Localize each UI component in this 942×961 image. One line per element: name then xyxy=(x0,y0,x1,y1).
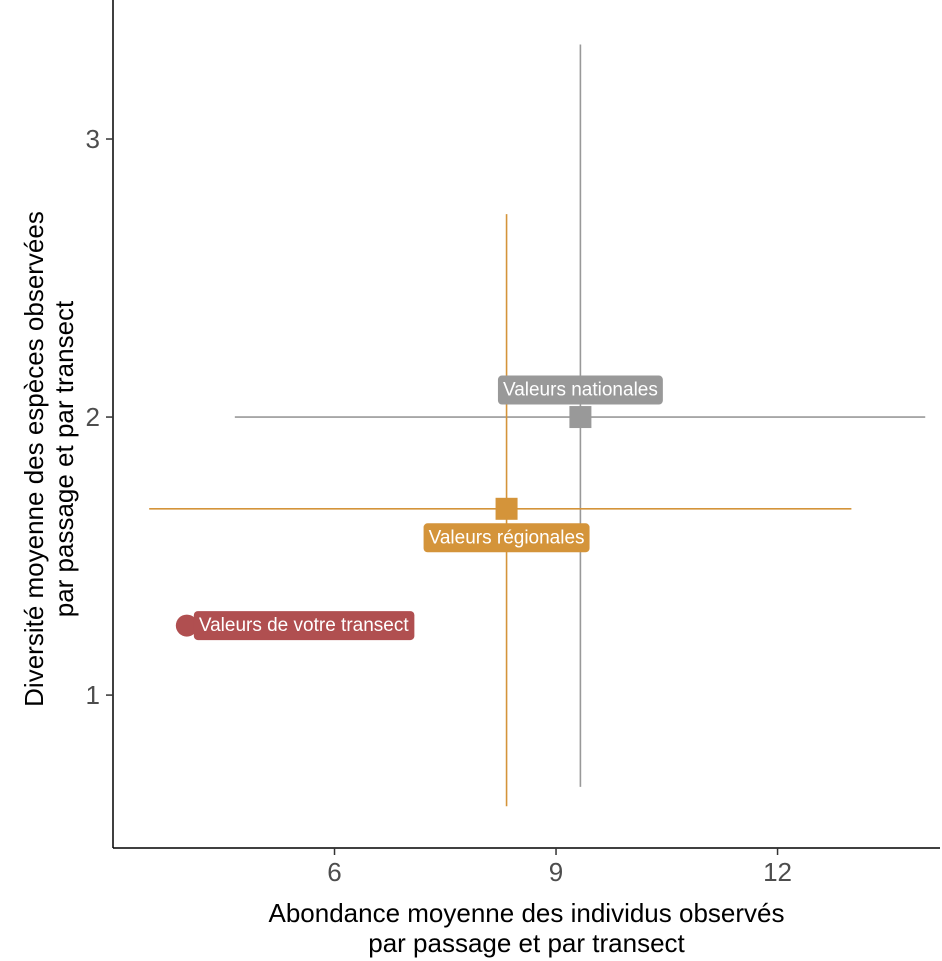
x-tick-label: 9 xyxy=(549,857,563,887)
y-axis-title: Diversité moyenne des espèces observéesp… xyxy=(19,211,79,707)
x-tick-label: 12 xyxy=(763,857,792,887)
valeurs-de-votre-transect-label-text: Valeurs de votre transect xyxy=(199,615,410,636)
valeurs-de-votre-transect-label-box xyxy=(193,611,415,641)
x-axis-title-line: Abondance moyenne des individus observés xyxy=(268,898,784,928)
valeurs-nationales-marker xyxy=(569,406,592,429)
x-axis-title: Abondance moyenne des individus observés… xyxy=(268,898,784,958)
y-tick-label: 3 xyxy=(86,124,100,154)
x-tick-label: 6 xyxy=(327,857,341,887)
y-tick-label: 2 xyxy=(86,402,100,432)
valeurs-nationales-label-box xyxy=(497,375,663,405)
marks-layer: Valeurs nationales Valeurs régionales Vale… xyxy=(149,44,926,807)
valeurs-nationales-label-text: Valeurs nationales xyxy=(503,380,658,401)
valeurs-regionales-label-text: Valeurs régionales xyxy=(429,527,585,548)
y-axis-title-line: par passage et par transect xyxy=(49,300,79,617)
valeurs-de-votre-transect-marker xyxy=(175,614,198,637)
y-axis-title-line: Diversité moyenne des espèces observées xyxy=(19,211,49,707)
valeurs-de-votre-transect-label: Valeurs de votre transect xyxy=(193,611,415,641)
valeurs-regionales-label-box xyxy=(423,523,590,553)
valeurs-regionales-label: Valeurs régionales xyxy=(423,523,590,553)
y-tick-label: 1 xyxy=(86,680,100,710)
valeurs-regionales-marker xyxy=(495,497,518,520)
x-axis-title-line: par passage et par transect xyxy=(368,928,685,958)
valeurs-nationales-label: Valeurs nationales xyxy=(497,375,663,405)
